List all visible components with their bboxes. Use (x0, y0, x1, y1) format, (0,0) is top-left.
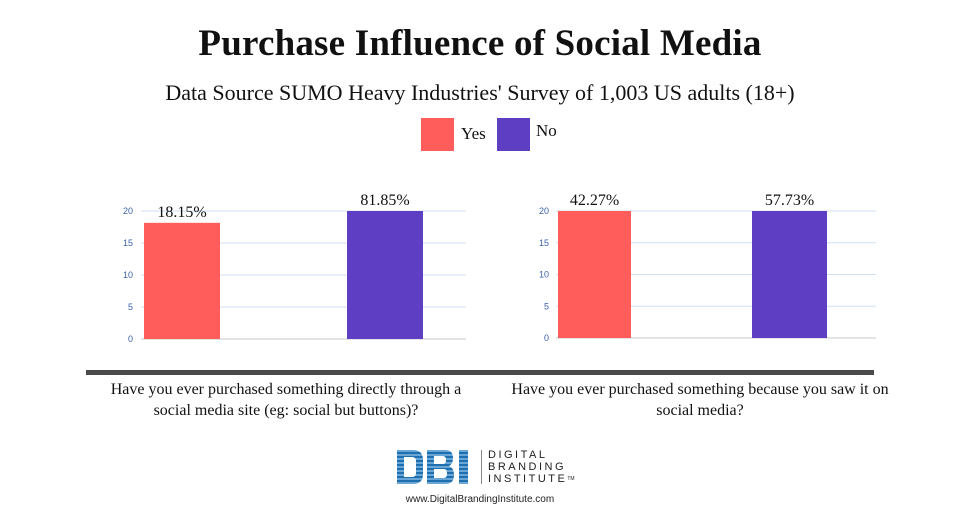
chart-2-question: Have you ever purchased something becaus… (511, 381, 889, 419)
logo-trademark: TM (567, 476, 575, 482)
chart-1-ytick-10: 10 (123, 270, 133, 280)
chart-1-data-label-no: 81.85% (360, 192, 409, 209)
legend-label-no: No (536, 121, 557, 140)
logo-line-1: DIGITAL (488, 449, 548, 461)
logo-text: DIGITAL BRANDING INSTITUTETM (488, 449, 575, 485)
logo-line-3: INSTITUTE (488, 473, 568, 485)
chart-1-ytick-5: 5 (128, 302, 133, 312)
logo-separator (481, 450, 482, 484)
chart-title: Purchase Influence of Social Media (198, 23, 762, 64)
chart-2-bar-yes (558, 211, 631, 338)
chart-2-ytick-10: 10 (539, 270, 549, 280)
logo-line-2: BRANDING (488, 461, 567, 473)
chart-subtitle: Data Source SUMO Heavy Industries' Surve… (165, 80, 795, 105)
chart-1-question: Have you ever purchased something direct… (110, 381, 462, 419)
chart-2-ytick-5: 5 (544, 301, 549, 311)
divider (86, 370, 874, 375)
chart-1-bar-no (347, 211, 423, 339)
chart-1-ytick-0: 0 (128, 334, 133, 344)
chart-2-data-label-no: 57.73% (765, 192, 814, 209)
chart-1-data-label-yes: 18.15% (157, 204, 206, 221)
chart-1-ytick-15: 15 (123, 238, 133, 248)
chart-1-ytick-20: 20 (123, 206, 133, 216)
chart-2-ytick-0: 0 (544, 333, 549, 343)
legend-label-yes: Yes (461, 124, 486, 143)
dbi-logo-mark (397, 450, 468, 484)
chart-2-ytick-15: 15 (539, 238, 549, 248)
chart-2-ytick-20: 20 (539, 206, 549, 216)
legend-swatch-yes (421, 118, 454, 151)
chart-1-bar-yes (144, 222, 220, 339)
legend-swatch-no (497, 118, 530, 151)
charts-canvas: 0 5 10 15 20 18.15% 81.85% 0 5 10 15 20 42.27% 57.73% (123, 192, 876, 344)
dbi-logo: DIGITAL BRANDING INSTITUTETM (395, 448, 575, 488)
website-url: www.DigitalBrandingInstitute.com (405, 494, 555, 505)
chart-2-data-label-yes: 42.27% (570, 192, 619, 209)
chart-2-bar-no (752, 211, 827, 338)
